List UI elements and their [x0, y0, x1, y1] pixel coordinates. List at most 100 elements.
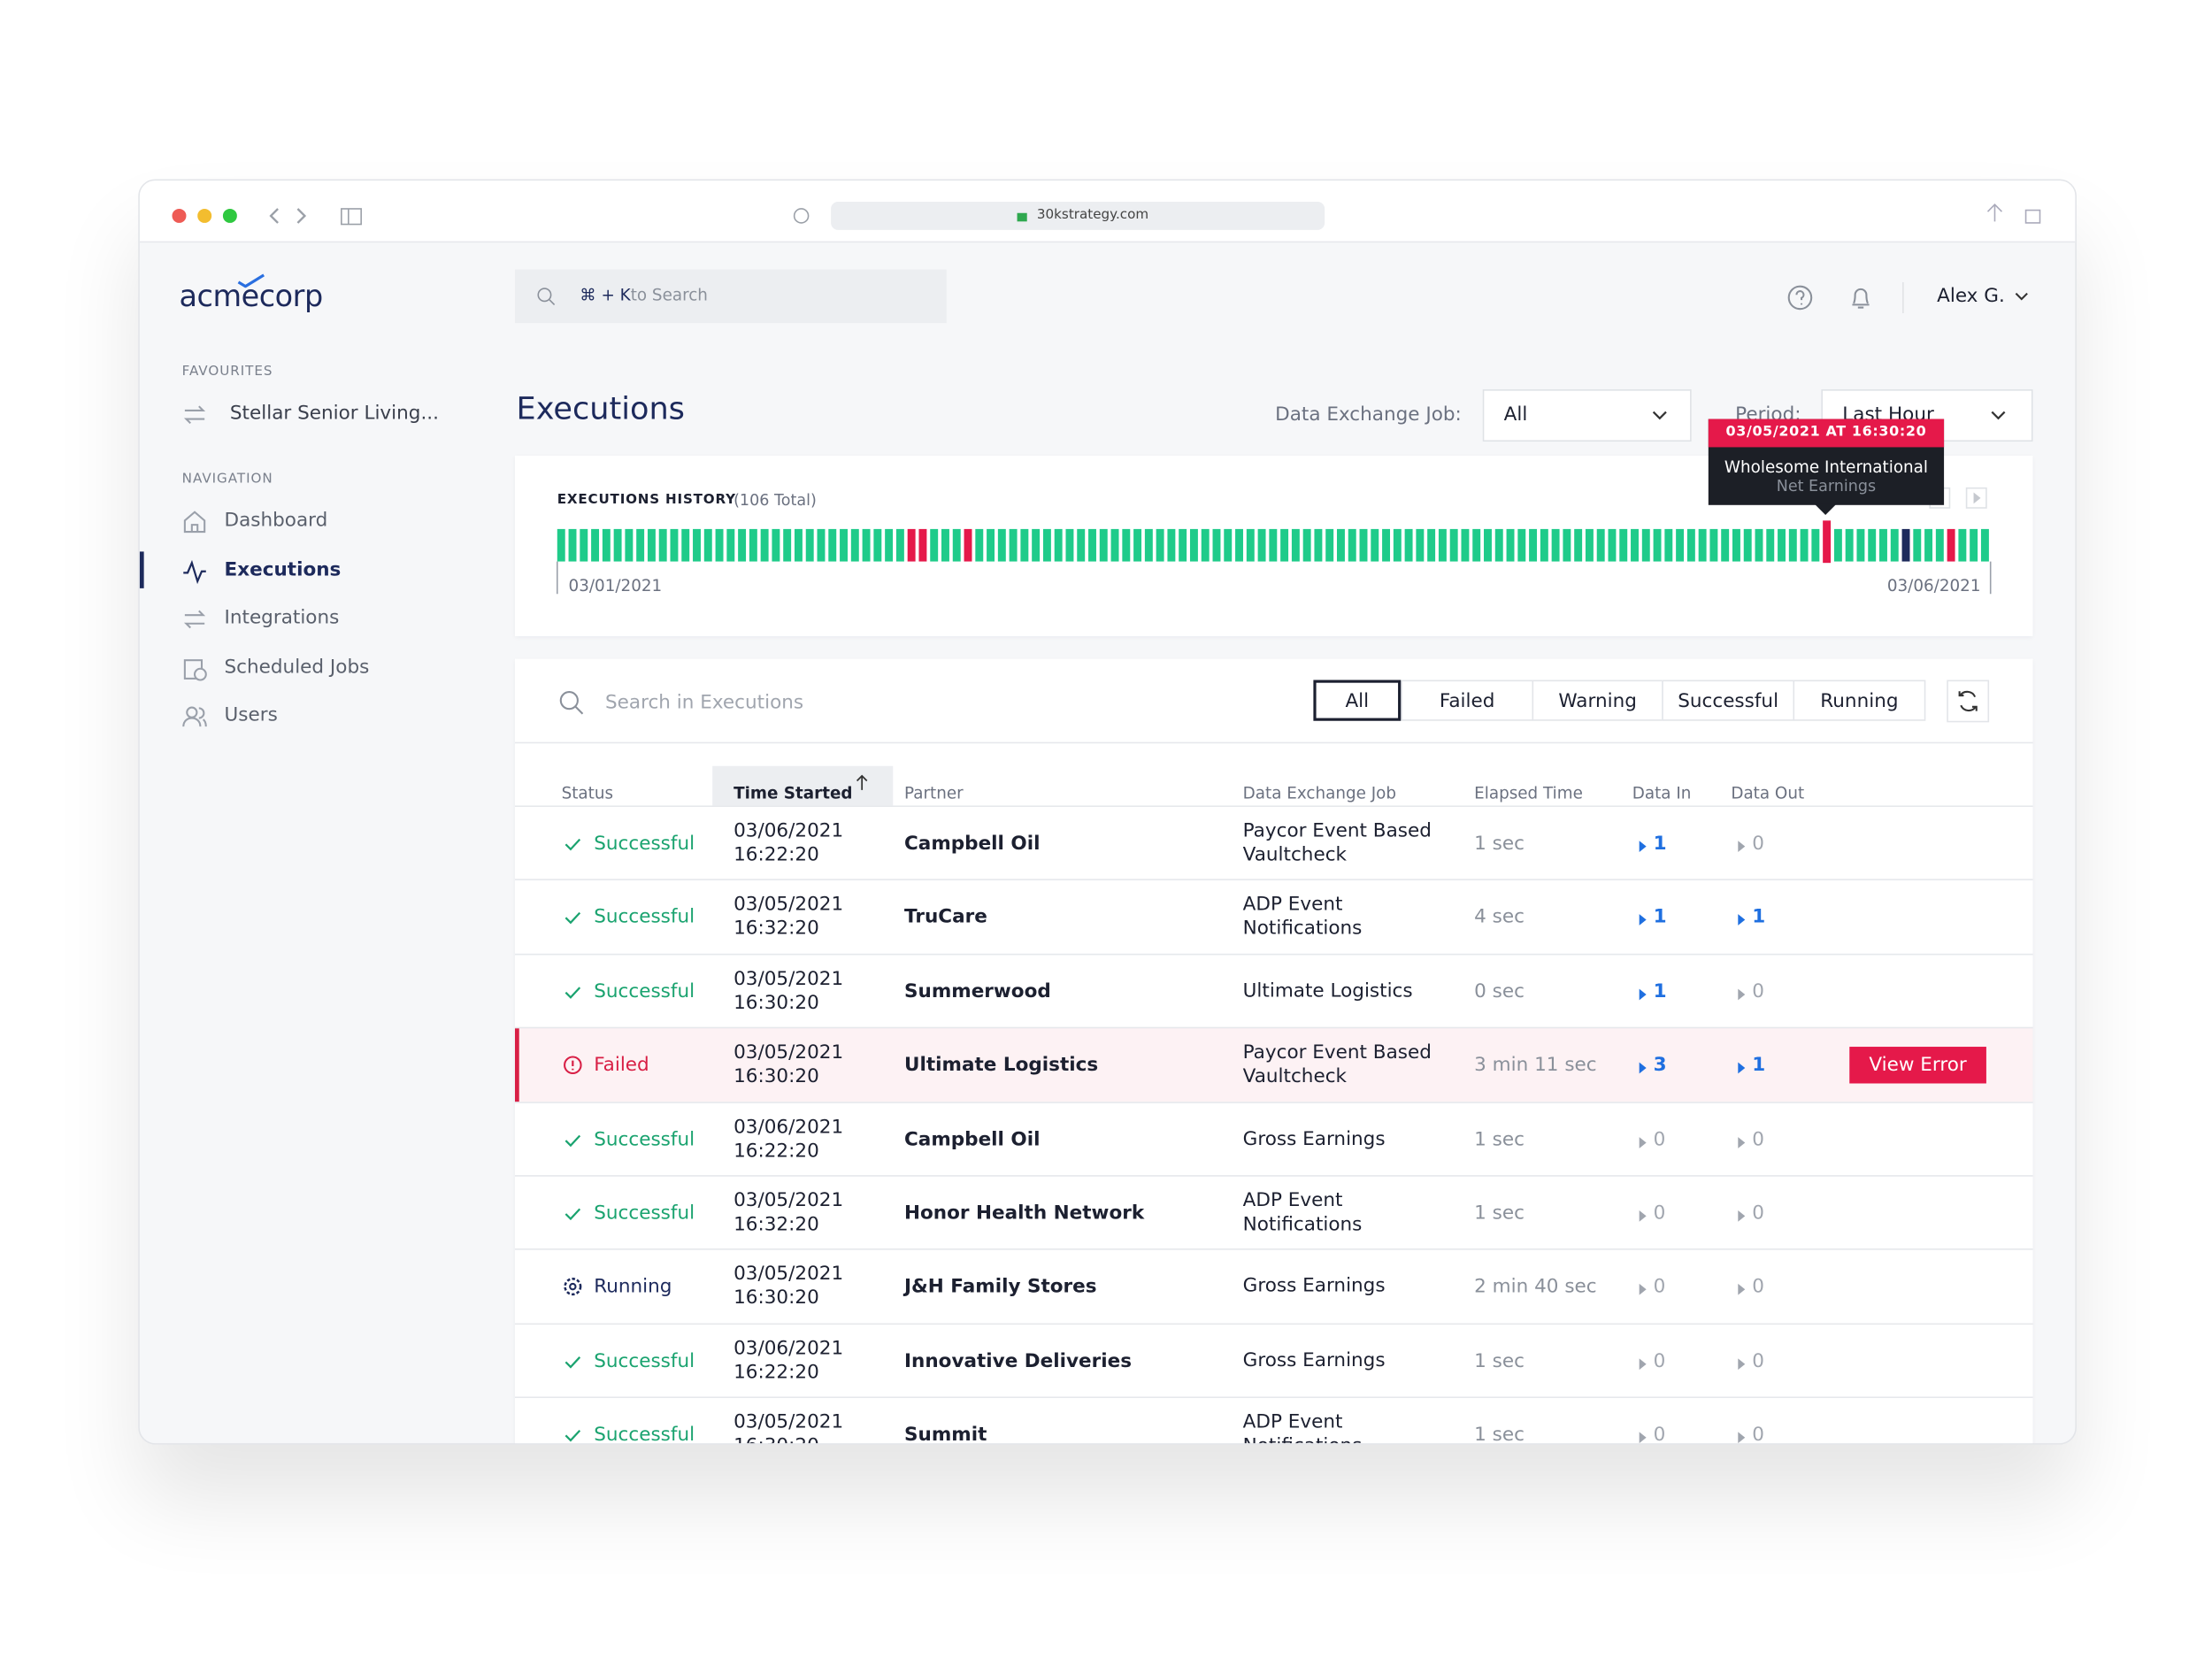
history-bar[interactable]	[1484, 528, 1492, 562]
history-bar[interactable]	[1269, 528, 1278, 562]
history-bar[interactable]	[1641, 528, 1650, 562]
history-bar[interactable]	[681, 528, 690, 562]
history-bar[interactable]	[693, 528, 701, 562]
history-bar[interactable]	[952, 528, 961, 562]
nav-item[interactable]: Executions	[224, 557, 342, 581]
history-bar[interactable]	[1077, 528, 1086, 562]
history-bar[interactable]	[1416, 528, 1425, 562]
history-bar[interactable]	[715, 528, 724, 562]
history-bar[interactable]	[997, 528, 1006, 562]
history-bar[interactable]	[918, 528, 927, 562]
history-bar[interactable]	[1179, 528, 1187, 562]
history-bar[interactable]	[1133, 528, 1142, 562]
history-bar[interactable]	[1122, 528, 1131, 562]
history-bar[interactable]	[1110, 528, 1119, 562]
history-bar[interactable]	[1585, 528, 1594, 562]
history-bar[interactable]	[1235, 528, 1243, 562]
history-bar[interactable]	[930, 528, 939, 562]
history-bar[interactable]	[1833, 528, 1842, 562]
history-bar[interactable]	[1472, 528, 1481, 562]
history-bar[interactable]	[1845, 528, 1854, 562]
history-bar[interactable]	[1336, 528, 1345, 562]
history-bar[interactable]	[1449, 528, 1458, 562]
view-error-button[interactable]: View Error	[1849, 1047, 1986, 1084]
history-bar[interactable]	[1371, 528, 1379, 562]
history-bar[interactable]	[1348, 528, 1356, 562]
history-bar[interactable]	[1280, 528, 1289, 562]
topbar-icons[interactable]	[1785, 281, 1925, 313]
history-bar[interactable]	[1596, 528, 1605, 562]
history-bar[interactable]	[987, 528, 995, 562]
history-bar[interactable]	[1901, 528, 1910, 562]
table-row[interactable]: Successful 03/06/2021 16:22:20 Campbell Oil…	[514, 1101, 2033, 1177]
filter-button[interactable]: Failed	[1401, 680, 1534, 721]
history-bar[interactable]	[1065, 528, 1074, 562]
history-bar[interactable]	[1958, 528, 1967, 562]
history-bar[interactable]	[1494, 528, 1503, 562]
history-bar[interactable]	[1766, 528, 1775, 562]
history-bar[interactable]	[1721, 528, 1730, 562]
filter-button[interactable]: Warning	[1532, 680, 1663, 721]
history-bar[interactable]	[636, 528, 645, 562]
history-bar[interactable]	[895, 528, 904, 562]
history-bar[interactable]	[1935, 528, 1944, 562]
history-bar[interactable]	[760, 528, 769, 562]
table-row[interactable]: Successful 03/05/2021 16:30:20 Summerwood Ul…	[514, 953, 2033, 1028]
filter-button[interactable]: All	[1313, 680, 1402, 721]
history-bar[interactable]	[828, 528, 837, 562]
table-row[interactable]: Successful 03/06/2021 16:22:20 Innovative D…	[514, 1323, 2033, 1398]
history-bar[interactable]	[862, 528, 871, 562]
history-bar[interactable]	[1506, 528, 1515, 562]
history-bar[interactable]	[1020, 528, 1029, 562]
history-bar[interactable]	[647, 528, 656, 562]
history-bar[interactable]	[783, 528, 792, 562]
table-row[interactable]: Failed 03/05/2021 16:30:20 Ultimate Logisti…	[514, 1027, 2033, 1102]
history-bar[interactable]	[975, 528, 984, 562]
history-bar[interactable]	[907, 528, 916, 562]
history-bar[interactable]	[1676, 528, 1685, 562]
history-bar[interactable]	[1563, 528, 1571, 562]
history-bar[interactable]	[1608, 528, 1617, 562]
history-bar[interactable]	[1686, 528, 1695, 562]
favourite-item[interactable]: Stellar Senior Living...	[229, 402, 439, 425]
history-bar[interactable]	[772, 528, 780, 562]
history-bar[interactable]	[1924, 528, 1933, 562]
history-bar[interactable]	[580, 528, 588, 562]
history-bar[interactable]	[1890, 528, 1899, 562]
filter-button[interactable]: Running	[1793, 680, 1926, 721]
history-bar[interactable]	[591, 528, 600, 562]
history-bar[interactable]	[1540, 528, 1548, 562]
history-bar[interactable]	[1653, 528, 1662, 562]
history-bar[interactable]	[1664, 528, 1673, 562]
history-bar[interactable]	[964, 528, 972, 562]
history-bar[interactable]	[613, 528, 622, 562]
filter-button[interactable]: Successful	[1662, 680, 1795, 721]
history-bar[interactable]	[885, 528, 894, 562]
column-header[interactable]: Time Started	[733, 782, 853, 803]
history-bar[interactable]	[1800, 528, 1809, 562]
history-bar[interactable]	[1913, 528, 1922, 562]
history-bar[interactable]	[1032, 528, 1041, 562]
history-bar[interactable]	[817, 528, 826, 562]
history-bar[interactable]	[625, 528, 634, 562]
history-bar[interactable]	[1246, 528, 1255, 562]
history-bar[interactable]	[1201, 528, 1210, 562]
history-bar[interactable]	[1856, 528, 1865, 562]
history-bar[interactable]	[941, 528, 949, 562]
history-bar[interactable]	[1438, 528, 1447, 562]
history-bar[interactable]	[1359, 528, 1368, 562]
history-bar[interactable]	[1042, 528, 1051, 562]
history-bar[interactable]	[1167, 528, 1176, 562]
history-bar[interactable]	[1517, 528, 1526, 562]
history-bar[interactable]	[840, 528, 848, 562]
nav-item[interactable]: Users	[224, 703, 278, 727]
history-bar[interactable]	[1980, 528, 1989, 562]
history-bar[interactable]	[1291, 528, 1300, 562]
nav-item[interactable]: Dashboard	[224, 509, 328, 533]
history-bar[interactable]	[1144, 528, 1153, 562]
history-bar[interactable]	[1970, 528, 1978, 562]
history-bar[interactable]	[1631, 528, 1639, 562]
history-bar[interactable]	[1224, 528, 1233, 562]
history-bar[interactable]	[873, 528, 882, 562]
history-bar[interactable]	[1574, 528, 1583, 562]
